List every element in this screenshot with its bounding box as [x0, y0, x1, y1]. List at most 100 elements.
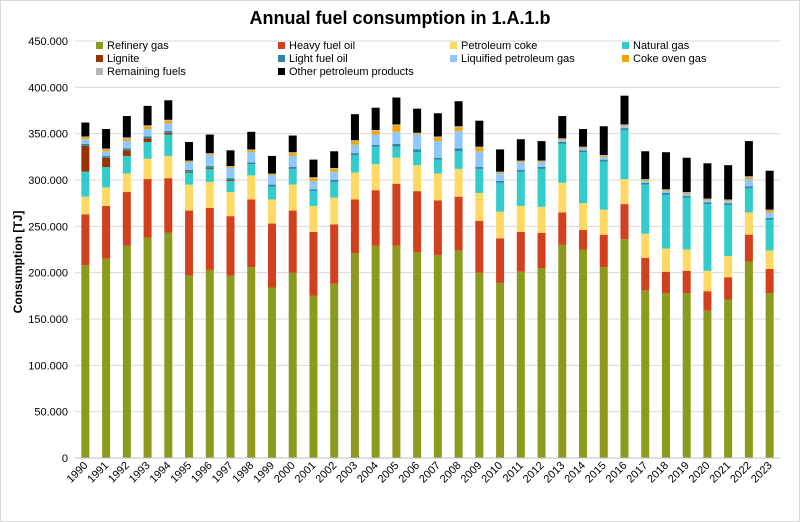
bar-heavy-fuel-oil-2007 [433, 200, 442, 256]
bar-liquified-petroleum-gas-2009 [475, 151, 484, 168]
bar-remaining-fuels-2008 [454, 126, 463, 128]
bar-natural-gas-1997 [226, 180, 235, 193]
bar-light-fuel-oil-2010 [496, 180, 505, 183]
bar-petroleum-coke-1997 [226, 192, 235, 217]
bar-light-fuel-oil-1990 [81, 143, 90, 146]
bar-natural-gas-2005 [392, 146, 401, 158]
bar-refinery-gas-1994 [164, 232, 173, 458]
bar-liquified-petroleum-gas-1993 [143, 129, 152, 137]
bar-natural-gas-1991 [102, 167, 111, 188]
gridlines [75, 40, 780, 413]
x-tick-label: 2006 [396, 460, 422, 486]
bar-natural-gas-2014 [579, 152, 588, 204]
bar-liquified-petroleum-gas-2011 [516, 162, 525, 170]
bar-coke-oven-gas-1995 [185, 161, 194, 163]
bar-natural-gas-2010 [496, 182, 505, 212]
bar-heavy-fuel-oil-2008 [454, 196, 463, 251]
bar-remaining-fuels-1999 [267, 173, 276, 175]
bar-refinery-gas-2018 [661, 293, 670, 458]
bar-other-petroleum-products-1995 [185, 142, 194, 161]
bar-remaining-fuels-2015 [599, 154, 608, 156]
bar-other-petroleum-products-2008 [454, 101, 463, 127]
bar-heavy-fuel-oil-2018 [661, 271, 670, 294]
bar-heavy-fuel-oil-1997 [226, 216, 235, 276]
bar-petroleum-coke-2020 [703, 270, 712, 292]
bar-petroleum-coke-2002 [330, 197, 339, 225]
bar-coke-oven-gas-2004 [371, 130, 380, 135]
bar-heavy-fuel-oil-1999 [267, 223, 276, 288]
bar-light-fuel-oil-2013 [558, 142, 567, 144]
bar-liquified-petroleum-gas-2004 [371, 134, 380, 145]
bar-natural-gas-2009 [475, 168, 484, 193]
bar-lignite-1997 [226, 180, 235, 181]
x-tick-label: 1998 [231, 460, 257, 486]
bar-liquified-petroleum-gas-2006 [413, 134, 422, 150]
bar-remaining-fuels-2002 [330, 167, 339, 169]
bar-light-fuel-oil-2002 [330, 180, 339, 182]
bar-natural-gas-2012 [537, 168, 546, 207]
bar-heavy-fuel-oil-2001 [309, 231, 318, 296]
x-tick-label: 2003 [334, 460, 360, 486]
bar-remaining-fuels-2016 [620, 124, 629, 126]
bar-heavy-fuel-oil-1992 [122, 192, 131, 246]
bar-remaining-fuels-1996 [205, 153, 214, 155]
bar-petroleum-coke-1994 [164, 155, 173, 179]
bar-heavy-fuel-oil-2020 [703, 291, 712, 311]
bar-other-petroleum-products-2001 [309, 159, 318, 178]
bar-other-petroleum-products-2017 [641, 151, 650, 180]
x-tick-label: 2001 [293, 460, 319, 486]
bar-liquified-petroleum-gas-2010 [496, 173, 505, 181]
bar-coke-oven-gas-2005 [392, 125, 401, 132]
bar-petroleum-coke-1992 [122, 173, 131, 193]
y-tick-label: 250.000 [28, 221, 68, 233]
legend-item-light-fuel-oil: Light fuel oil [278, 53, 348, 65]
bar-light-fuel-oil-2022 [744, 186, 753, 189]
bar-light-fuel-oil-2003 [350, 153, 359, 155]
bar-refinery-gas-2008 [454, 250, 463, 458]
x-tick-label: 1992 [106, 460, 132, 486]
bar-refinery-gas-2006 [413, 252, 422, 458]
bar-refinery-gas-2010 [496, 282, 505, 458]
bar-other-petroleum-products-2018 [661, 152, 670, 190]
legend-swatch [96, 67, 103, 75]
bar-light-fuel-oil-2019 [682, 195, 691, 198]
bar-refinery-gas-1999 [267, 287, 276, 458]
bar-light-fuel-oil-2016 [620, 128, 629, 130]
bar-petroleum-coke-2018 [661, 248, 670, 272]
bar-other-petroleum-products-1999 [267, 155, 276, 174]
bar-natural-gas-2018 [661, 194, 670, 249]
bar-heavy-fuel-oil-2009 [475, 220, 484, 273]
bar-liquified-petroleum-gas-1991 [102, 151, 111, 156]
legend-swatch [96, 54, 103, 62]
bar-lignite-1992 [122, 150, 131, 156]
bar-remaining-fuels-2005 [392, 124, 401, 126]
bar-liquified-petroleum-gas-2007 [433, 141, 442, 158]
bar-coke-oven-gas-2021 [724, 200, 733, 202]
x-tick-label: 2021 [707, 460, 733, 486]
bar-other-petroleum-products-2002 [330, 151, 339, 168]
bar-lignite-1995 [185, 171, 194, 173]
bar-heavy-fuel-oil-2021 [724, 277, 733, 300]
y-tick-label: 300.000 [28, 175, 68, 187]
bar-natural-gas-2013 [558, 143, 567, 183]
y-tick-label: 150.000 [28, 314, 68, 326]
bar-petroleum-coke-1991 [102, 187, 111, 206]
x-tick-label: 2005 [376, 460, 402, 486]
bar-coke-oven-gas-1990 [81, 137, 90, 140]
x-tick-label: 1995 [168, 460, 194, 486]
legend-label: Liquified petroleum gas [461, 53, 575, 65]
bar-light-fuel-oil-2000 [288, 167, 297, 169]
y-tick-labels: 0 50.000 100.000 150.000 200.000 250.000 300.0… [28, 36, 68, 465]
bar-liquified-petroleum-gas-2000 [288, 155, 297, 168]
legend-swatch [278, 41, 285, 49]
bar-heavy-fuel-oil-2013 [558, 212, 567, 245]
bar-coke-oven-gas-2012 [537, 161, 546, 163]
bar-remaining-fuels-2022 [744, 176, 753, 178]
bar-petroleum-coke-2009 [475, 192, 484, 221]
bar-light-fuel-oil-2006 [413, 149, 422, 153]
bar-liquified-petroleum-gas-2012 [537, 162, 546, 168]
x-tick-label: 2020 [687, 460, 713, 486]
legend-label: Coke oven gas [633, 53, 707, 65]
bar-petroleum-coke-1993 [143, 158, 152, 180]
bar-other-petroleum-products-2023 [765, 170, 774, 210]
